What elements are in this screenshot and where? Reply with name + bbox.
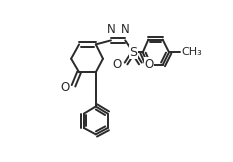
- Text: N: N: [106, 23, 115, 36]
- Text: N: N: [121, 23, 130, 36]
- Text: O: O: [144, 58, 154, 71]
- Text: O: O: [60, 81, 69, 94]
- Text: CH₃: CH₃: [182, 47, 202, 57]
- Text: O: O: [113, 58, 122, 71]
- Text: S: S: [129, 46, 137, 59]
